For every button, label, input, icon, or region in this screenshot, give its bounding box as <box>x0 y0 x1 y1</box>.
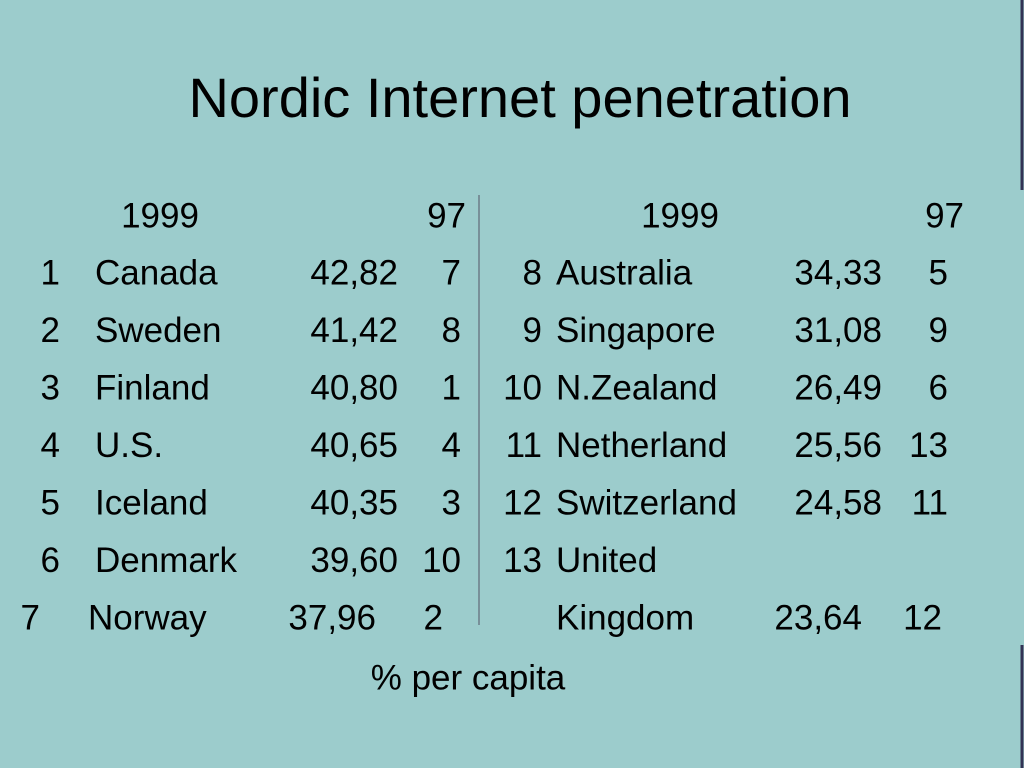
value: 37,96 <box>288 598 376 637</box>
value: 40,80 <box>310 368 398 407</box>
country: U.S. <box>95 426 163 465</box>
value: 40,35 <box>310 483 398 522</box>
rank-97: 3 <box>442 483 461 522</box>
title: Nordic Internet penetration <box>188 66 851 129</box>
rank-97: 7 <box>442 253 461 292</box>
rank-97: 1 <box>442 368 461 407</box>
value: 23,64 <box>774 598 862 637</box>
rank-97: 2 <box>424 598 443 637</box>
country: United <box>556 541 657 580</box>
value: 39,60 <box>310 541 398 580</box>
value: 41,42 <box>310 311 398 350</box>
column-header: 1999 <box>121 196 199 235</box>
value: 26,49 <box>794 368 882 407</box>
value: 42,82 <box>310 253 398 292</box>
country: Norway <box>88 598 207 637</box>
country: Singapore <box>556 311 716 350</box>
rank: 13 <box>503 541 542 580</box>
country: Australia <box>556 253 693 292</box>
rank: 9 <box>523 311 542 350</box>
rank: 1 <box>41 253 60 292</box>
country: N.Zealand <box>556 368 717 407</box>
rank-97: 13 <box>909 426 948 465</box>
country: Iceland <box>95 483 208 522</box>
rank: 10 <box>503 368 542 407</box>
footnote: % per capita <box>371 658 566 697</box>
rank: 8 <box>523 253 542 292</box>
country: Kingdom <box>556 598 694 637</box>
rank-97: 9 <box>929 311 948 350</box>
country: Denmark <box>95 541 237 580</box>
rank-97: 6 <box>929 368 948 407</box>
country: Canada <box>95 253 218 292</box>
column-header: 1999 <box>641 196 719 235</box>
rank-97: 5 <box>929 253 948 292</box>
value: 34,33 <box>794 253 882 292</box>
value: 24,58 <box>794 483 882 522</box>
rank: 12 <box>503 483 542 522</box>
country: Finland <box>95 368 210 407</box>
rank: 11 <box>506 426 542 465</box>
column-header: 97 <box>427 196 466 235</box>
value: 25,56 <box>794 426 882 465</box>
rank: 7 <box>21 598 40 637</box>
rank-97: 10 <box>422 541 461 580</box>
rank-97: 12 <box>903 598 942 637</box>
rank-97: 4 <box>442 426 461 465</box>
column-header: 97 <box>925 196 964 235</box>
value: 31,08 <box>794 311 882 350</box>
rank: 2 <box>41 311 60 350</box>
rank-97: 11 <box>912 483 948 522</box>
rank: 6 <box>41 541 60 580</box>
country: Switzerland <box>556 483 737 522</box>
country: Netherland <box>556 426 727 465</box>
value: 40,65 <box>310 426 398 465</box>
rank: 3 <box>41 368 60 407</box>
rank-97: 8 <box>442 311 461 350</box>
rank: 5 <box>41 483 60 522</box>
country: Sweden <box>95 311 221 350</box>
rank: 4 <box>41 426 60 465</box>
